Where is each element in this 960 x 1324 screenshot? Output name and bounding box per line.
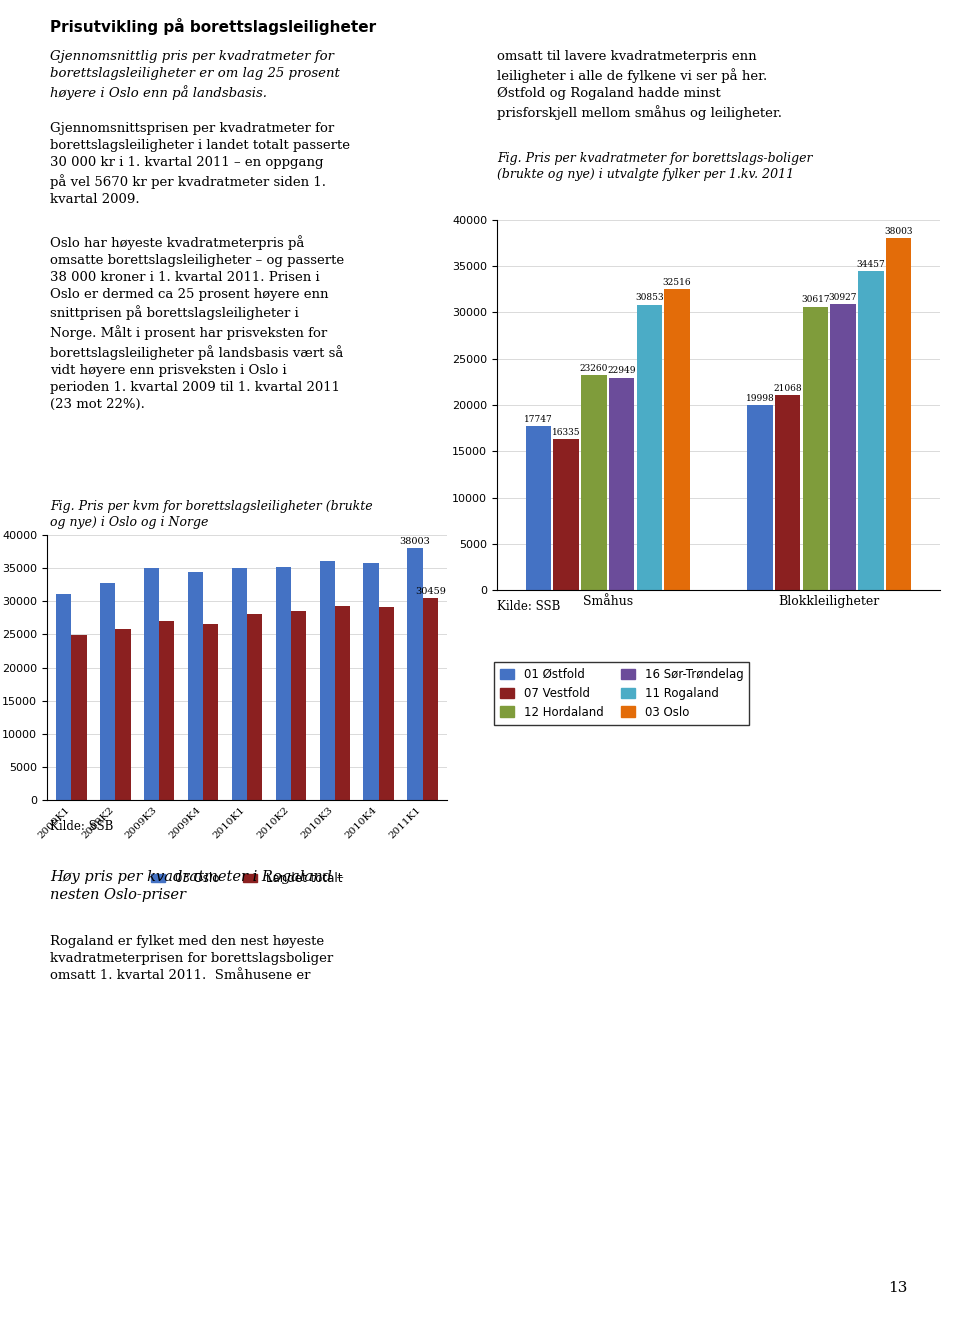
Bar [276,567,291,800]
Bar [858,271,883,591]
Text: Høy pris per kvadratmeter i Rogaland –
nesten Oslo-priser: Høy pris per kvadratmeter i Rogaland – n… [50,870,344,903]
Text: omsatt til lavere kvadratmeterpris enn
leiligheter i alle de fylkene vi ser på h: omsatt til lavere kvadratmeterpris enn l… [497,50,782,119]
Text: 34457: 34457 [856,260,885,269]
Bar [291,610,306,800]
Text: 38003: 38003 [399,538,431,547]
Text: 23260: 23260 [580,364,608,372]
Bar [526,426,551,591]
Text: 19998: 19998 [746,393,775,402]
Text: 22949: 22949 [608,367,636,376]
Text: 16335: 16335 [552,428,581,437]
Text: 38003: 38003 [884,228,913,236]
Legend: 01 Østfold, 07 Vestfold, 12 Hordaland, 16 Sør-Trøndelag, 11 Rogaland, 03 Oslo: 01 Østfold, 07 Vestfold, 12 Hordaland, 1… [494,662,749,724]
Bar [364,563,379,800]
Bar [775,395,801,591]
Text: 30617: 30617 [801,295,829,305]
Bar [247,614,262,800]
Bar [115,629,131,800]
Bar [320,561,335,800]
Text: 17747: 17747 [524,414,553,424]
Text: 30927: 30927 [828,293,857,302]
Text: Fig. Pris per kvm for borettslagsleiligheter (brukte: Fig. Pris per kvm for borettslagsleiligh… [50,500,372,512]
Bar [664,289,689,591]
Bar [187,572,204,800]
Bar [830,305,855,591]
Bar [581,375,607,591]
Bar [407,548,422,800]
Text: Gjennomsnittlig pris per kvadratmeter for
borettslagsleiligheter er om lag 25 pr: Gjennomsnittlig pris per kvadratmeter fo… [50,50,340,99]
Text: Oslo har høyeste kvadratmeterpris på
omsatte borettslagsleiligheter – og passert: Oslo har høyeste kvadratmeterpris på oms… [50,234,344,410]
Text: 21068: 21068 [774,384,802,393]
Bar [204,624,219,800]
Text: 13: 13 [889,1282,908,1295]
Text: Fig. Pris per kvadratmeter for borettslags-boliger: Fig. Pris per kvadratmeter for borettsla… [497,152,812,166]
Text: 30459: 30459 [415,588,446,596]
Text: (brukte og nye) i utvalgte fylker per 1.kv. 2011: (brukte og nye) i utvalgte fylker per 1.… [497,168,794,181]
Bar [803,307,828,591]
Bar [609,377,635,591]
Text: Prisutvikling på borettslagsleiligheter: Prisutvikling på borettslagsleiligheter [50,19,376,34]
Text: og nye) i Oslo og i Norge: og nye) i Oslo og i Norge [50,516,208,530]
Text: 30853: 30853 [635,294,663,302]
Bar [56,594,71,800]
Bar [886,238,911,591]
Bar [231,568,247,800]
Text: Kilde: SSB: Kilde: SSB [497,600,561,613]
Bar [144,568,159,800]
Bar [335,606,350,800]
Bar [100,584,115,800]
Text: 32516: 32516 [662,278,691,287]
Bar [159,621,175,800]
Bar [379,608,395,800]
Text: Gjennomsnittsprisen per kvadratmeter for
borettslagsleiligheter i landet totalt : Gjennomsnittsprisen per kvadratmeter for… [50,122,350,205]
Bar [636,305,662,591]
Bar [422,598,438,800]
Bar [747,405,773,591]
Legend: 03 Oslo, Landet totalt: 03 Oslo, Landet totalt [147,867,348,890]
Bar [554,438,579,591]
Bar [71,636,86,800]
Text: Kilde: SSB: Kilde: SSB [50,820,113,833]
Text: Rogaland er fylket med den nest høyeste
kvadratmeterprisen for borettslagsbolige: Rogaland er fylket med den nest høyeste … [50,935,333,982]
